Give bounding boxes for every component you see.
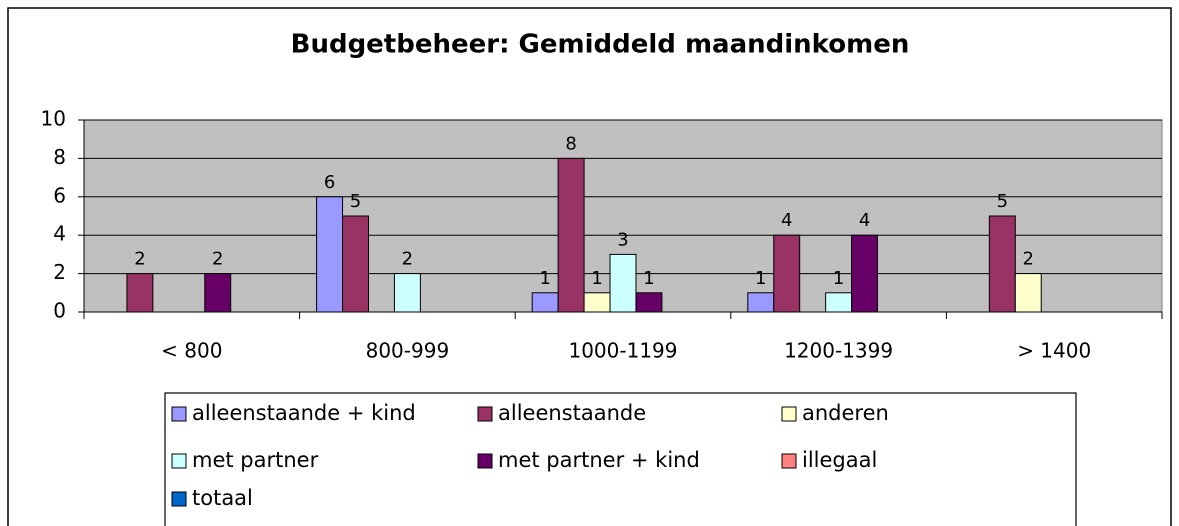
y-tick-label: 4 (53, 222, 66, 246)
x-tick-label: 800-999 (366, 339, 450, 363)
x-tick-label: 1000-1199 (568, 339, 677, 363)
bar (609, 253, 637, 313)
y-tick-label: 6 (53, 183, 66, 207)
y-tick-label: 10 (41, 107, 66, 131)
value-label: 1 (755, 268, 766, 289)
y-tick-label: 0 (53, 299, 66, 323)
value-label: 4 (859, 210, 870, 231)
value-label: 2 (212, 249, 223, 270)
value-label: 2 (402, 249, 413, 270)
x-tick-label: < 800 (161, 339, 222, 363)
legend-label: illegaal (802, 448, 877, 472)
bar (531, 292, 559, 313)
legend-label: alleenstaande + kind (192, 401, 416, 425)
value-label: 1 (643, 268, 654, 289)
legend-label: alleenstaande (498, 401, 646, 425)
value-label: 4 (781, 210, 792, 231)
legend-swatch (781, 406, 797, 422)
bar (773, 234, 801, 313)
chart-title: Budgetbeheer: Gemiddeld maandinkomen (291, 30, 910, 60)
legend-swatch (477, 406, 493, 422)
value-label: 2 (1023, 249, 1034, 270)
bar (557, 157, 585, 313)
value-label: 1 (591, 268, 602, 289)
legend-label: anderen (802, 401, 889, 425)
bar (825, 292, 853, 313)
value-label: 1 (539, 268, 550, 289)
legend-swatch (781, 453, 797, 469)
value-label: 5 (997, 191, 1008, 212)
value-label: 1 (833, 268, 844, 289)
bar (851, 234, 879, 313)
bar (393, 273, 421, 313)
legend-label: met partner (192, 448, 319, 472)
y-tick-label: 8 (53, 145, 66, 169)
legend-label: met partner + kind (498, 448, 700, 472)
bar (747, 292, 775, 313)
bar (635, 292, 663, 313)
bar (1014, 273, 1042, 313)
x-tick-label: 1200-1399 (784, 339, 893, 363)
legend-swatch (171, 406, 187, 422)
value-label: 5 (350, 191, 361, 212)
legend (164, 392, 1077, 526)
legend-swatch (171, 453, 187, 469)
legend-swatch (477, 453, 493, 469)
legend-swatch (171, 491, 187, 507)
bar (126, 273, 154, 313)
bar (583, 292, 611, 313)
bar (342, 215, 369, 313)
value-label: 8 (565, 133, 576, 154)
bar (988, 215, 1016, 313)
value-label: 3 (617, 229, 628, 250)
y-tick-label: 2 (53, 260, 66, 284)
value-label: 2 (134, 249, 145, 270)
x-tick-label: > 1400 (1017, 339, 1091, 363)
value-label: 6 (324, 172, 335, 193)
bar (204, 273, 232, 313)
legend-label: totaal (192, 486, 253, 510)
bar (316, 196, 344, 313)
